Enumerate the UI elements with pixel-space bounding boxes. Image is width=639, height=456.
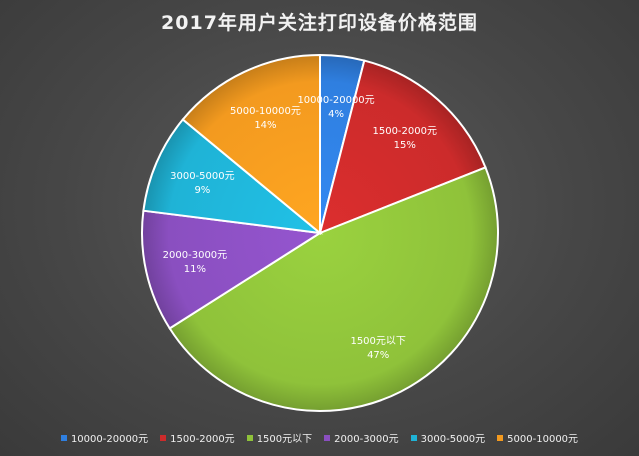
- slice-percent-label: 4%: [328, 109, 344, 120]
- slice-name-label: 1500元以下: [350, 336, 405, 347]
- slice-percent-label: 15%: [394, 140, 416, 151]
- legend-swatch: [246, 434, 253, 441]
- legend-item: 5000-10000元: [497, 430, 578, 445]
- pie-slice-6: [181, 53, 321, 236]
- legend-item: 3000-5000元: [410, 430, 486, 445]
- legend-swatch: [60, 434, 67, 441]
- chart-title: 2017年用户关注打印设备价格范围: [161, 12, 478, 34]
- legend-swatch: [324, 434, 331, 441]
- slice-name-label: 3000-5000元: [170, 171, 235, 182]
- pie-slice-5: [142, 118, 324, 235]
- pie-slice-2: [318, 59, 487, 235]
- legend-item: 1500元以下: [246, 430, 313, 445]
- pie-slice-4: [141, 209, 323, 330]
- legend-label: 10000-20000元: [70, 434, 149, 445]
- slice-name-label: 2000-3000元: [163, 250, 228, 261]
- legend-label: 1500元以下: [256, 434, 313, 445]
- legend-swatch: [410, 434, 417, 441]
- legend-item: 2000-3000元: [324, 430, 399, 445]
- legend-swatch: [160, 434, 167, 441]
- slice-percent-label: 9%: [194, 185, 210, 196]
- slice-percent-label: 47%: [367, 350, 389, 361]
- slice-percent-label: 14%: [254, 120, 276, 131]
- legend-label: 3000-5000元: [420, 434, 486, 445]
- legend: 10000-20000元 1500-2000元 1500元以下 2000-3000元 3…: [0, 430, 639, 445]
- slice-name-label: 10000-20000元: [297, 95, 374, 106]
- legend-label: 5000-10000元: [507, 434, 579, 445]
- pie-slice-3: [168, 166, 499, 412]
- legend-label: 2000-3000元: [334, 434, 399, 445]
- slice-percent-label: 11%: [184, 264, 206, 275]
- legend-item: 1500-2000元: [160, 430, 235, 445]
- legend-swatch: [497, 434, 504, 441]
- legend-item: 10000-20000元: [60, 430, 149, 445]
- legend-label: 1500-2000元: [170, 434, 235, 445]
- slice-name-label: 1500-2000元: [372, 126, 437, 137]
- slice-name-label: 5000-10000元: [230, 106, 301, 117]
